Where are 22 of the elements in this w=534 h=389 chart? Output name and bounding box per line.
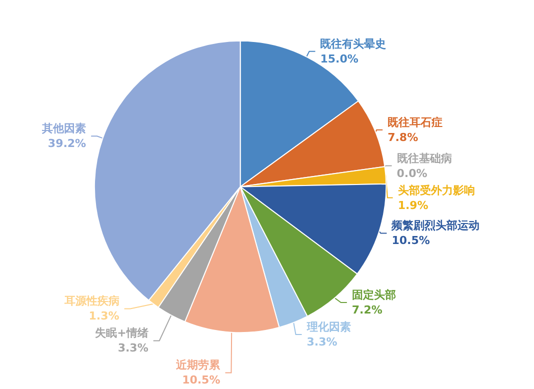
slice-label: 失眠+情绪: [95, 326, 148, 340]
slice-label: 频繁剧烈头部运动: [390, 219, 480, 232]
slice-label: 近期劳累: [175, 358, 222, 372]
data-label: 3.3%: [118, 342, 148, 355]
data-label: 7.8%: [388, 130, 418, 144]
slice-label: 其他因素: [41, 122, 86, 136]
data-label: 10.5%: [392, 234, 430, 248]
slice-label: 耳源性疾病: [63, 294, 120, 308]
slice-label: 头部受外力影响: [398, 184, 475, 197]
data-label: 10.5%: [182, 374, 220, 387]
data-label: 7.2%: [352, 304, 382, 317]
slice-label: 理化因素: [306, 320, 351, 334]
slice-label: 既往有头晕史: [320, 37, 386, 50]
slice-label: 固定头部: [352, 288, 396, 302]
data-label: 39.2%: [48, 137, 86, 150]
text: 0.0%: [396, 166, 428, 180]
data-label: 15.0%: [320, 52, 358, 66]
data-label: 1.9%: [398, 198, 428, 212]
data-label: 1.3%: [88, 310, 120, 323]
slice-label: 既往耳石症: [388, 116, 443, 129]
category-label: 既往基础病: [396, 152, 452, 165]
data-label: 3.3%: [306, 336, 338, 349]
